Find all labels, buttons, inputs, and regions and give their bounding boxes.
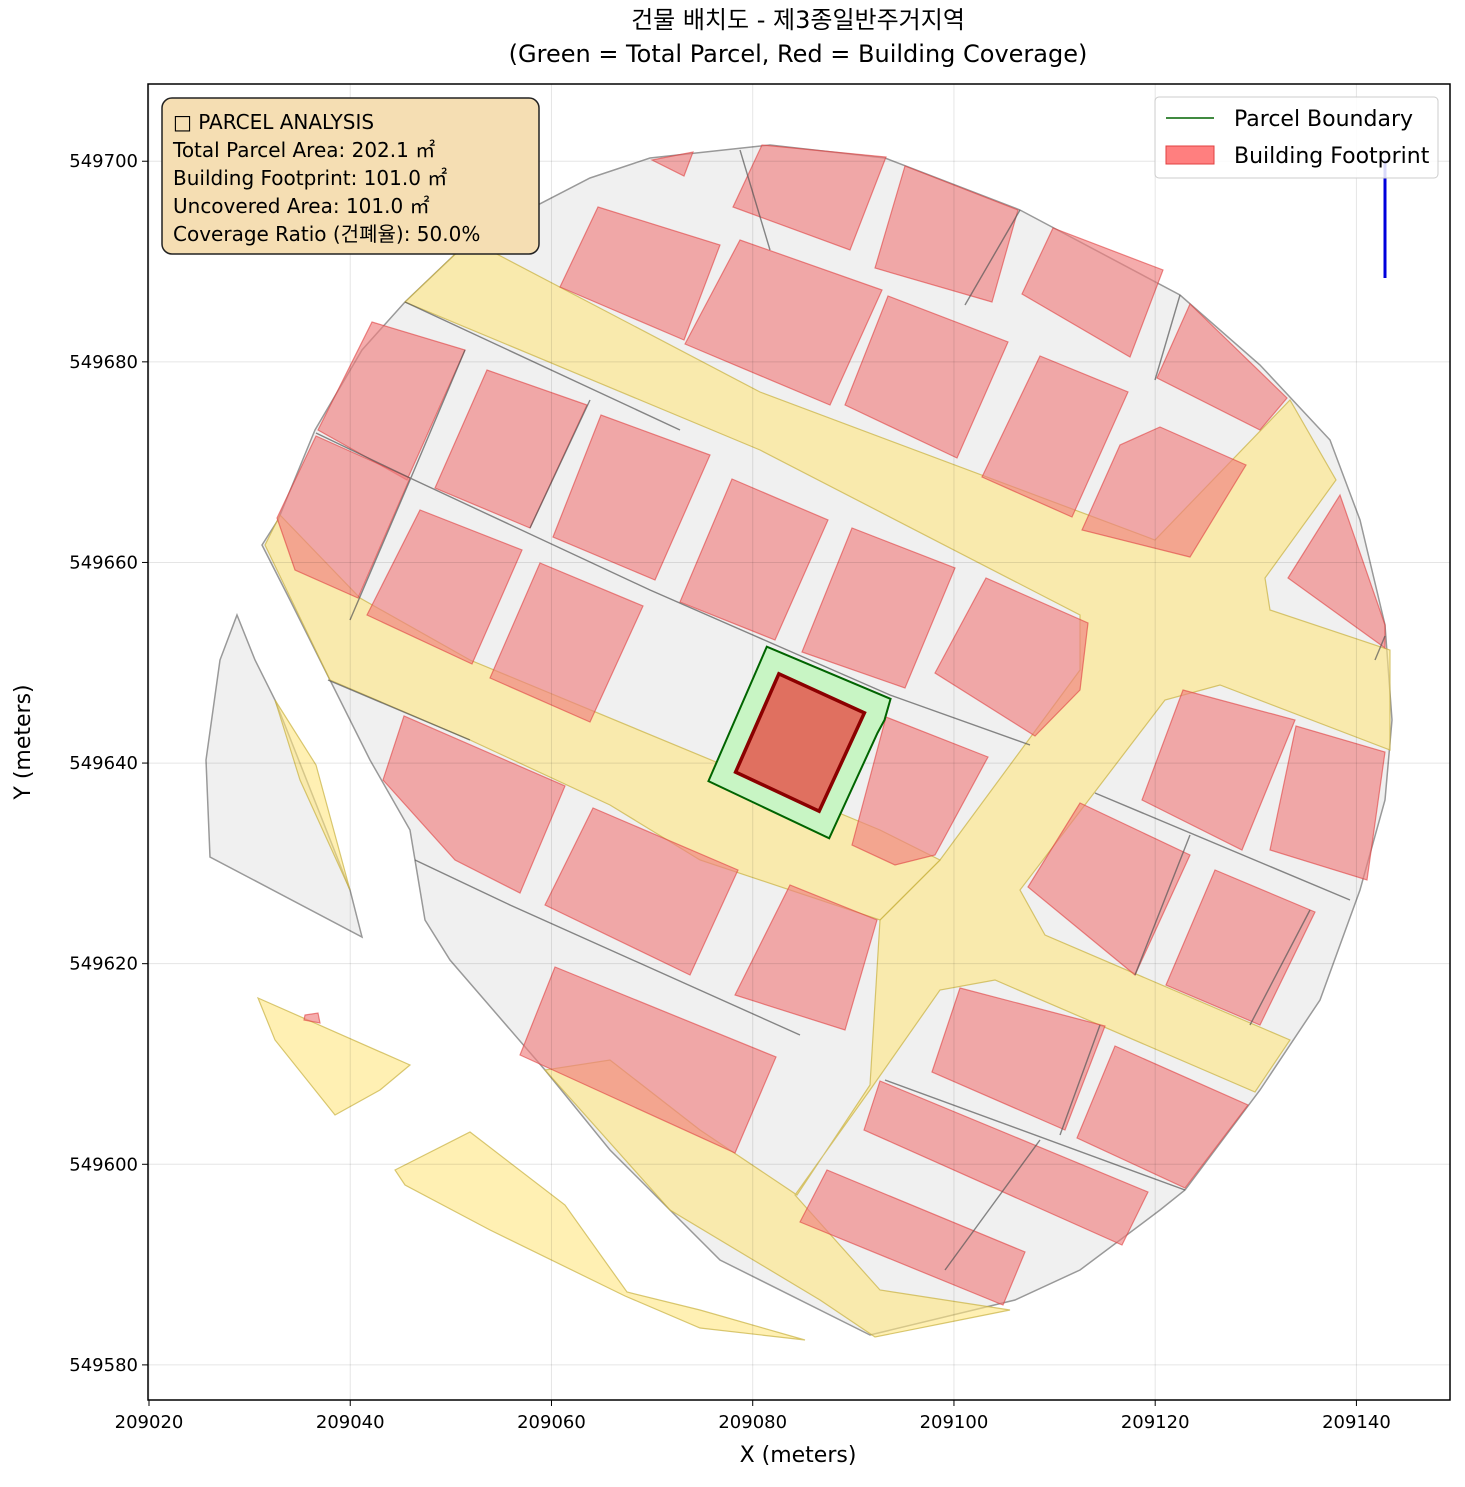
x-tick-label: 209080 [718,1412,787,1433]
x-tick-label: 209020 [115,1412,184,1433]
info-box-frame [161,97,540,255]
building [851,716,989,866]
y-tick-label: 549580 [69,1355,138,1376]
axes: 209020 209040 209060 209080 209100 209120 2091… [69,84,1450,1433]
x-axis-label: X (meters) [740,1443,857,1468]
x-tick-label: 209140 [1322,1412,1391,1433]
building [1076,1045,1249,1189]
y-axis-label: Y (meters) [11,684,36,800]
building [366,509,523,665]
building [799,1169,1026,1306]
building [931,987,1106,1131]
building [559,206,721,341]
building [734,884,878,1031]
building [276,435,411,599]
info-text: Building Footprint: 101.0 ㎡ [173,166,447,190]
road [256,996,412,1116]
building [552,414,711,581]
building [732,144,887,251]
building [1156,302,1288,431]
road [394,1131,806,1341]
building [382,715,566,894]
info-box: □ PARCEL ANALYSIS Total Parcel Area: 202.… [161,97,540,255]
info-text: Uncovered Area: 101.0 ㎡ [173,194,430,218]
building [1165,869,1316,1026]
building [1027,802,1191,976]
legend-label: Building Footprint [1234,144,1430,169]
plot-frame [147,83,1451,1401]
legend-label: Parcel Boundary [1234,107,1413,132]
info-text: □ PARCEL ANALYSIS [173,110,374,134]
building [544,807,739,976]
building [303,1012,321,1024]
y-tick-label: 549620 [69,954,138,975]
building [679,478,829,641]
basemap [205,144,1393,1341]
building [874,165,1019,303]
x-tick-label: 209040 [316,1412,385,1433]
area [205,612,364,939]
building [1081,426,1247,558]
y-tick-label: 549640 [69,753,138,774]
x-tick-label: 209100 [920,1412,989,1433]
y-tick-label: 549700 [69,151,138,172]
building-footprint [733,671,867,814]
building [519,966,777,1154]
x-tick-label: 209120 [1121,1412,1190,1433]
road [274,699,351,891]
building [650,151,694,177]
legend-swatch [1165,145,1215,165]
parcel-line [315,149,1386,1271]
info-text: Total Parcel Area: 202.1 ㎡ [172,138,435,162]
building [1287,493,1386,650]
y-tick-label: 549660 [69,552,138,573]
building [934,577,1089,737]
building [863,1080,1149,1246]
building [981,355,1129,518]
building [1141,689,1296,851]
road [403,239,1391,1338]
legend: Parcel Boundary Building Footprint [1154,96,1439,179]
y-tick-label: 549600 [69,1154,138,1175]
chart-subtitle: (Green = Total Parcel, Red = Building Co… [509,40,1088,68]
building [844,295,1009,459]
building [801,527,956,689]
x-tick-label: 209060 [517,1412,586,1433]
building [1269,725,1386,881]
info-text: Coverage Ratio (건폐율): 50.0% [173,222,480,246]
building [489,562,644,723]
building [684,239,883,406]
legend-frame [1154,96,1439,179]
building [1021,227,1164,358]
y-tick-label: 549680 [69,352,138,373]
chart-title: 건물 배치도 - 제3종일반주거지역 [631,6,965,34]
